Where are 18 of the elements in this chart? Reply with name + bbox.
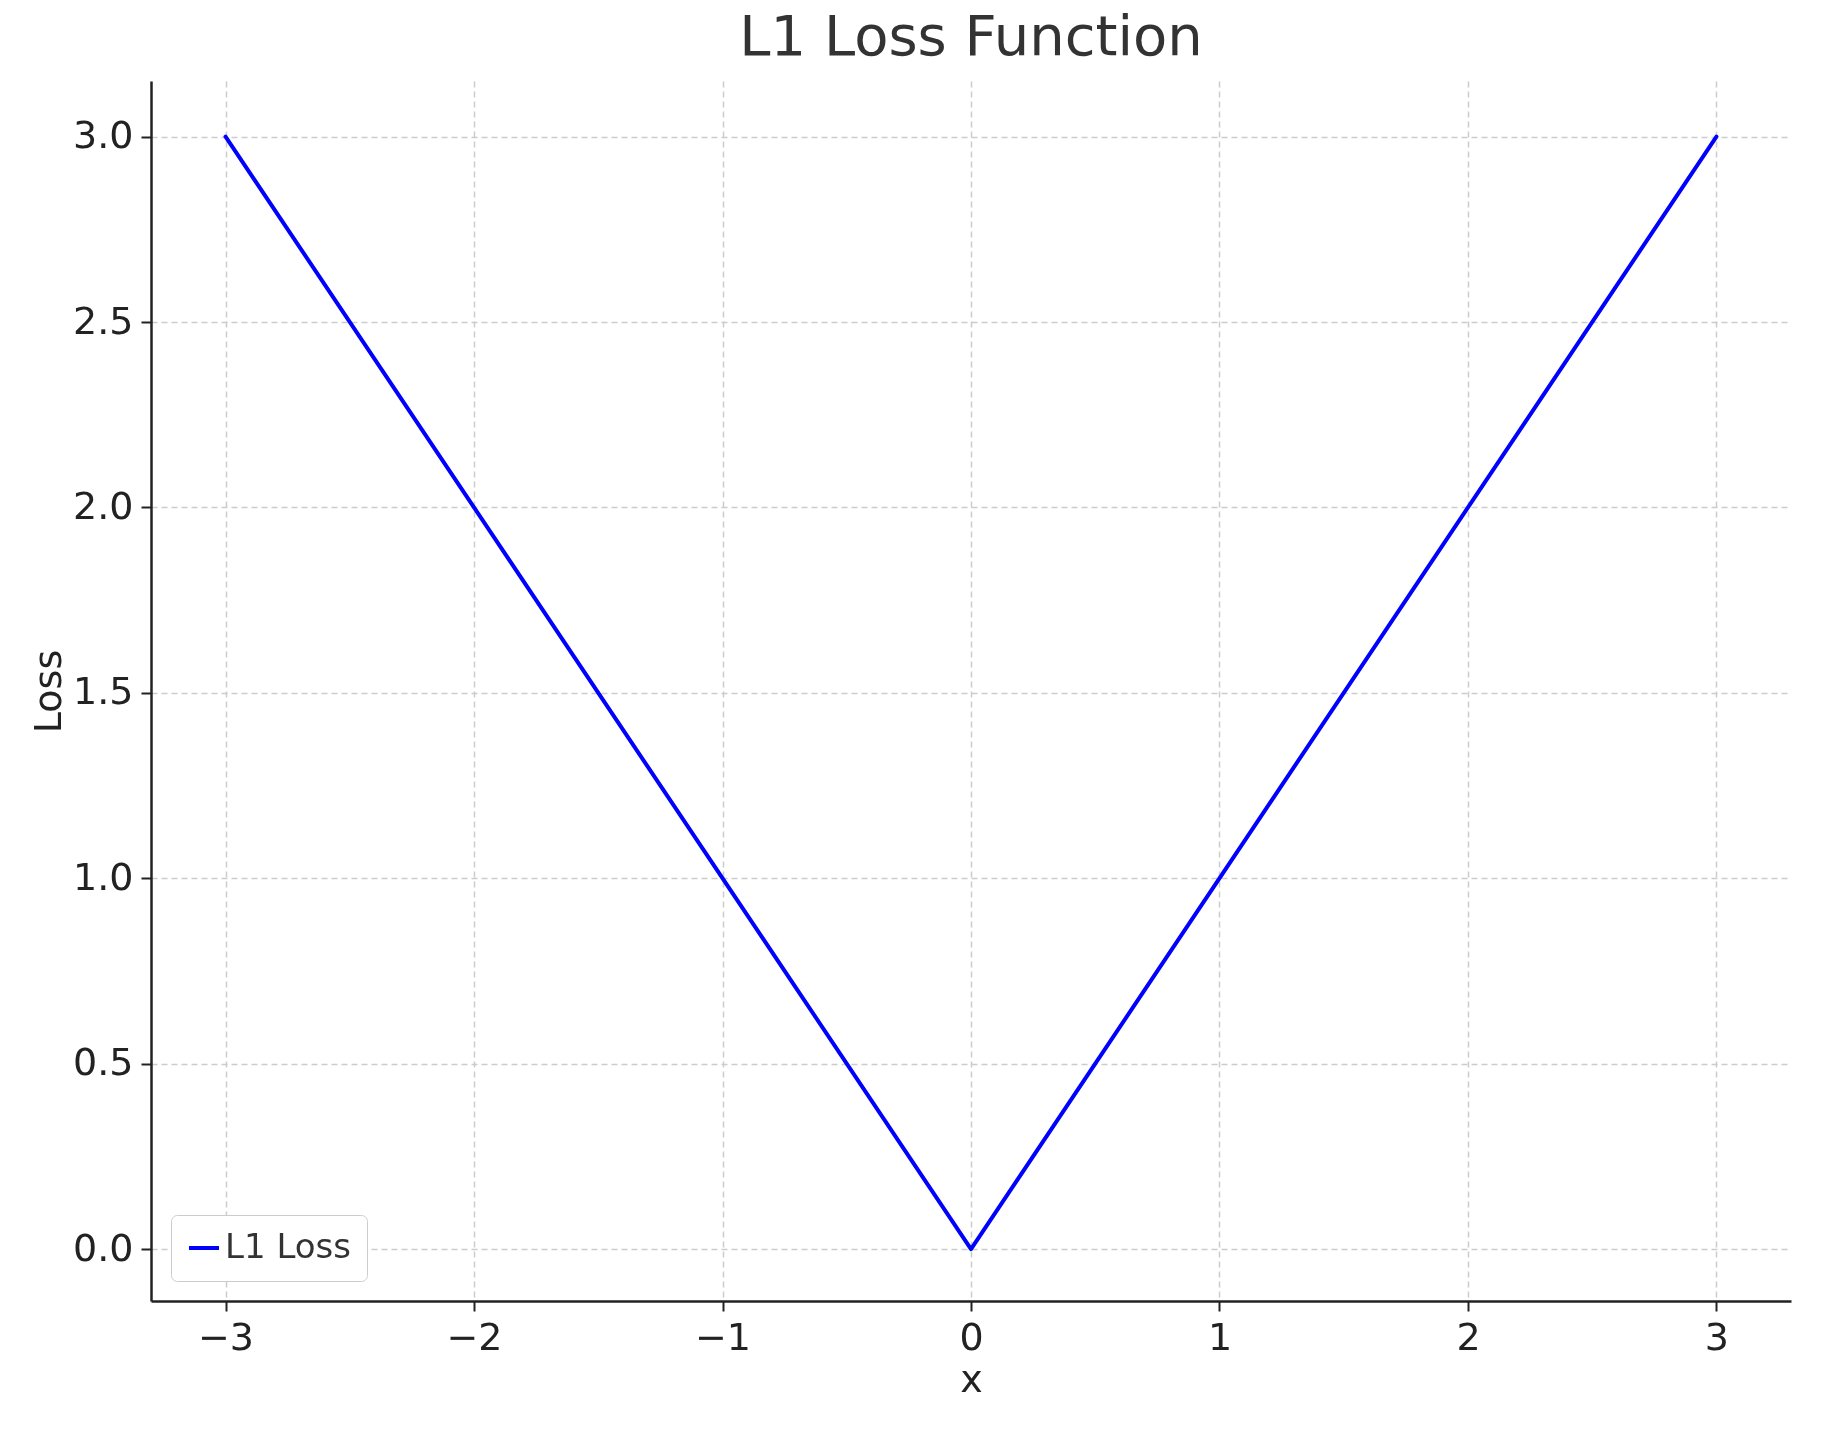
x-tick-label: −3 xyxy=(198,1314,255,1359)
x-tick-label: −2 xyxy=(446,1314,503,1359)
y-tick-label: 0.0 xyxy=(73,1225,134,1270)
y-tick-label: 2.5 xyxy=(73,298,134,343)
y-axis-title: Loss xyxy=(26,649,71,734)
chart-title: L1 Loss Function xyxy=(739,3,1203,68)
legend-label: L1 Loss xyxy=(225,1226,351,1266)
x-tick-label: 3 xyxy=(1704,1314,1730,1359)
y-tick-label: 1.5 xyxy=(73,669,134,714)
x-tick-label: 0 xyxy=(959,1314,984,1359)
y-tick-label: 1.0 xyxy=(73,854,134,899)
x-tick-label: −1 xyxy=(695,1314,752,1359)
y-tick-label: 2.0 xyxy=(73,483,134,528)
y-tick-label: 0.5 xyxy=(73,1040,134,1085)
y-tick-label: 3.0 xyxy=(73,113,134,158)
x-axis-title: x xyxy=(960,1356,983,1401)
x-tick-label: 2 xyxy=(1456,1314,1481,1359)
x-tick-label: 1 xyxy=(1207,1314,1233,1359)
